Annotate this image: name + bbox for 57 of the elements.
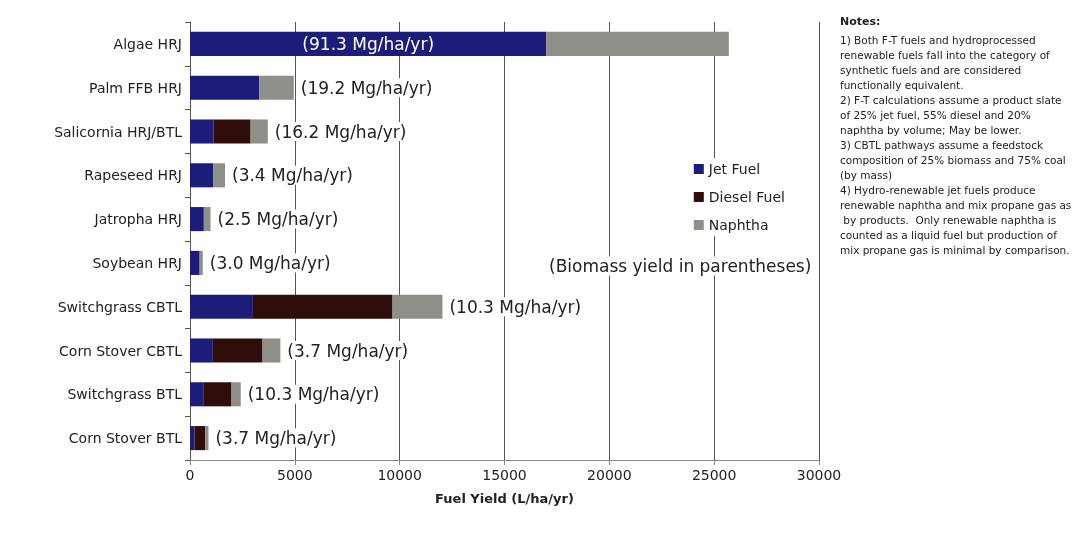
- bar: [262, 338, 281, 363]
- x-tick-label: 10000: [377, 467, 422, 483]
- bar: [231, 382, 241, 407]
- bar: [259, 75, 294, 100]
- annotation: (3.7 Mg/ha/yr): [215, 428, 337, 449]
- y-tick-label: Corn Stover BTL: [68, 430, 183, 447]
- bar: [203, 207, 211, 232]
- bar: [190, 426, 195, 451]
- bar: [190, 294, 253, 319]
- x-axis-title: Fuel Yield (L/ha/yr): [435, 491, 574, 506]
- bar: [190, 119, 214, 144]
- x-tick-label: 5000: [277, 467, 313, 483]
- y-tick-label: Rapeseed HRJ: [84, 167, 182, 184]
- annotation: (91.3 Mg/ha/yr): [302, 33, 435, 54]
- bar: [190, 75, 260, 100]
- y-tick-label: Salicornia HRJ/BTL: [54, 123, 183, 140]
- x-tick-label: 20000: [587, 467, 632, 483]
- y-tick-label: Switchgrass CBTL: [57, 298, 183, 315]
- annotation: (16.2 Mg/ha/yr): [274, 121, 407, 142]
- bar: [250, 119, 268, 144]
- y-tick-label: Algae HRJ: [113, 35, 182, 52]
- bar: [190, 250, 200, 275]
- bar: [213, 119, 251, 144]
- x-tick-label: 0: [185, 467, 195, 483]
- bar: [199, 250, 203, 275]
- bar: [546, 31, 729, 56]
- legend-label: Diesel Fuel: [708, 189, 786, 205]
- bar: [203, 382, 232, 407]
- x-tick-label: 30000: [796, 467, 842, 483]
- annotation: (19.2 Mg/ha/yr): [300, 77, 433, 98]
- bar: [392, 294, 443, 319]
- bar: [213, 163, 226, 188]
- bar: [190, 382, 204, 407]
- legend-label: Naphtha: [708, 217, 769, 233]
- annotation: (3.0 Mg/ha/yr): [209, 252, 331, 273]
- bar: [190, 31, 547, 56]
- x-tick-label: 25000: [691, 467, 737, 483]
- annotation: (10.3 Mg/ha/yr): [247, 384, 380, 405]
- y-tick-label: Palm FFB HRJ: [89, 79, 182, 96]
- annotation: (10.3 Mg/ha/yr): [449, 296, 582, 317]
- y-tick-label: Jatropha HRJ: [93, 211, 182, 228]
- y-tick-label: Corn Stover CBTL: [59, 342, 183, 359]
- bar: [194, 426, 206, 451]
- y-tick-label: Switchgrass BTL: [67, 386, 183, 403]
- y-tick-label: Soybean HRJ: [92, 254, 182, 271]
- bar: [212, 338, 263, 363]
- bar: [190, 338, 213, 363]
- bar: [190, 163, 214, 188]
- annotation: (3.7 Mg/ha/yr): [287, 340, 409, 361]
- text: Notes: 1) Both F-T fuels and hydroprocessed renewable fuels fall into the category of synthetic fuels and are considered functionally equivalent. 2) F-T calculations assume a product slate of 25% jet fuel, 55% diesel and 20% naphtha by volume; May be lower. 3) CBTL pathways assume a feedstock composition of 25% biomass and 75% coal (by mass) 4) Hydro-renewable jet fuels produce renewable naphtha and mix propane gas as by products. Only renewable naphtha is counted as a liquid fuel but production of mix propane gas is minimal by comparison.: [840, 15, 1072, 256]
- annotation: (Biomass yield in parentheses): [549, 256, 812, 276]
- annotation: (2.5 Mg/ha/yr): [217, 209, 339, 230]
- x-tick-label: 15000: [482, 467, 527, 483]
- bar: [252, 294, 393, 319]
- annotation: (3.4 Mg/ha/yr): [232, 165, 353, 186]
- legend-label: Jet Fuel: [707, 161, 761, 177]
- bar: [190, 207, 204, 232]
